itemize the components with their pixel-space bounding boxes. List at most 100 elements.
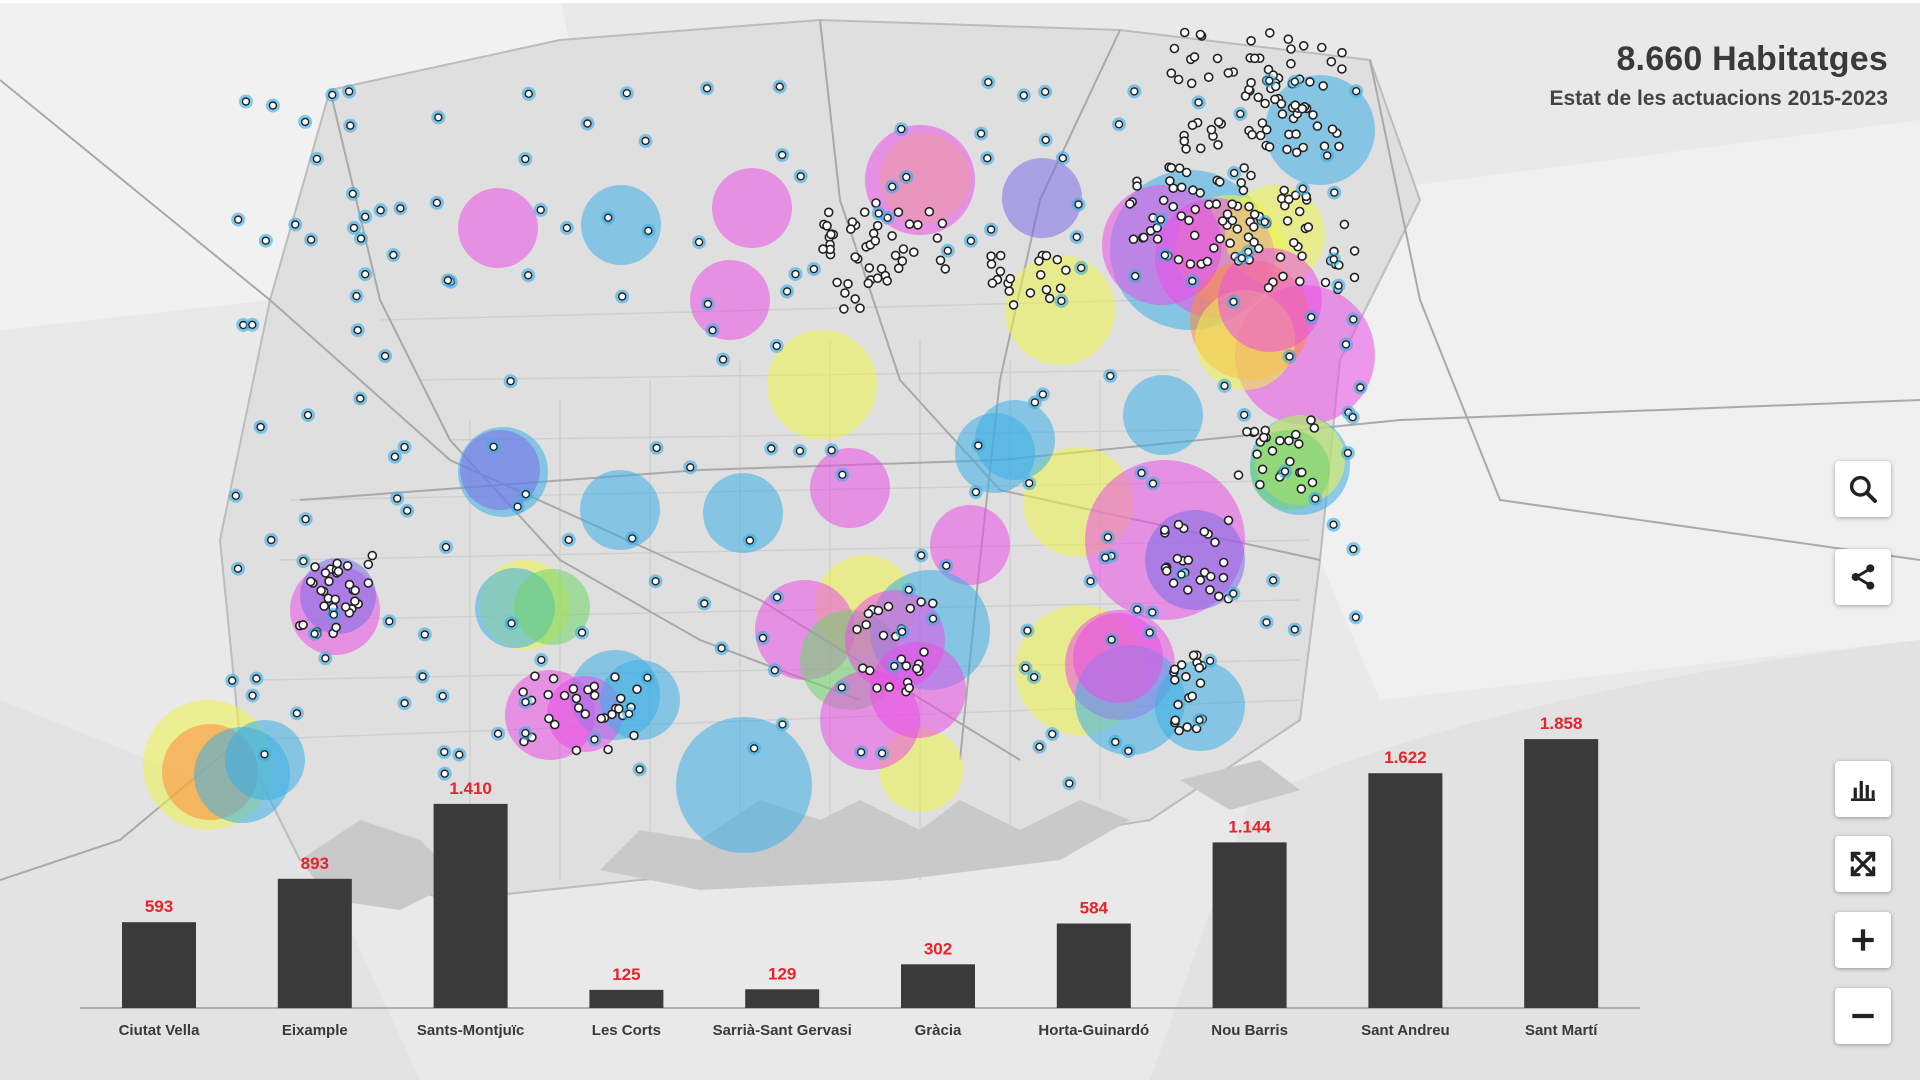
actuation-point [329, 610, 338, 619]
actuation-point [562, 223, 572, 233]
actuation-point [521, 697, 530, 707]
actuation-point [1179, 136, 1190, 146]
actuation-point [233, 215, 243, 224]
bar[interactable] [901, 964, 975, 1008]
actuation-point [1286, 44, 1296, 54]
actuation-point [346, 121, 355, 130]
actuation-point [348, 189, 357, 199]
actuation-point [1270, 94, 1280, 105]
actuation-point [1025, 288, 1036, 298]
fullscreen-button[interactable] [1835, 836, 1891, 892]
actuation-point [571, 693, 582, 704]
actuation-point [332, 558, 343, 569]
actuation-point [1183, 555, 1194, 565]
bar[interactable] [277, 878, 352, 1009]
actuation-point [1343, 448, 1353, 458]
actuation-point [1190, 204, 1201, 215]
actuation-point [1349, 315, 1358, 324]
actuation-point [927, 598, 938, 609]
bar[interactable] [745, 989, 820, 1008]
bar-category-label: Eixample [282, 1022, 348, 1039]
actuation-point [1298, 142, 1308, 153]
actuation-point [580, 709, 591, 719]
share-button[interactable] [1835, 549, 1891, 605]
actuation-point [1290, 190, 1301, 201]
actuation-point [1297, 251, 1307, 261]
actuation-point [1173, 254, 1184, 265]
zoom-out-button[interactable] [1835, 988, 1891, 1044]
actuation-point [303, 410, 313, 420]
actuation-point [843, 278, 853, 289]
actuation-point [589, 681, 600, 692]
actuation-point [1189, 52, 1200, 62]
actuation-point [1114, 120, 1124, 129]
actuation-point [772, 341, 781, 351]
bar[interactable] [589, 989, 664, 1008]
search-button[interactable] [1835, 461, 1891, 517]
actuation-point [440, 769, 449, 778]
actuation-point [1307, 477, 1318, 488]
actuation-point [1160, 250, 1170, 260]
actuation-point [376, 206, 385, 215]
actuation-point [1184, 215, 1194, 226]
actuation-point [1303, 222, 1314, 232]
actuation-point [1252, 449, 1262, 460]
actuation-point [1223, 515, 1234, 526]
actuation-point [1174, 725, 1184, 736]
bar[interactable] [1212, 842, 1287, 1008]
bar[interactable] [1056, 923, 1131, 1009]
actuation-point [493, 729, 503, 738]
actuation-point [911, 663, 922, 674]
actuation-point [1021, 663, 1030, 673]
bar[interactable] [1524, 739, 1599, 1008]
actuation-point [624, 709, 634, 718]
actuation-points-layer [225, 27, 1368, 791]
actuation-point [1156, 215, 1166, 224]
bar[interactable] [122, 922, 196, 1008]
actuation-point [1260, 98, 1270, 109]
actuation-point [1055, 283, 1066, 294]
actuation-point [1004, 286, 1015, 296]
actuation-point [767, 444, 776, 453]
actuation-point [1052, 254, 1063, 265]
actuation-point [1148, 479, 1158, 488]
actuation-point [400, 442, 409, 452]
bar[interactable] [433, 803, 508, 1008]
actuation-point [1195, 29, 1206, 40]
actuation-point [1267, 446, 1278, 456]
actuation-point [629, 730, 639, 741]
actuation-point [333, 566, 344, 577]
actuation-point [641, 136, 650, 146]
bar[interactable] [1368, 773, 1443, 1008]
actuation-point [905, 603, 916, 614]
actuation-point [248, 691, 257, 700]
actuation-point [1183, 585, 1193, 595]
actuation-point [872, 220, 883, 231]
actuation-point [1169, 43, 1180, 54]
actuation-point [995, 266, 1006, 277]
actuation-point [1349, 544, 1358, 554]
actuation-point [1172, 553, 1183, 564]
actuation-point [513, 502, 522, 511]
actuation-point [393, 494, 402, 503]
actuation-point [331, 622, 341, 633]
actuation-point [1308, 110, 1318, 120]
actuation-point [896, 654, 907, 665]
actuation-point [1174, 163, 1185, 173]
actuation-point [622, 88, 631, 98]
actuation-point [1103, 533, 1113, 542]
actuation-circle [1005, 255, 1115, 365]
actuation-point [1168, 201, 1178, 212]
actuation-point [1194, 98, 1203, 107]
actuation-point [1152, 234, 1163, 244]
actuation-point [893, 263, 904, 274]
actuation-circle [514, 569, 590, 645]
zoom-in-button[interactable] [1835, 912, 1891, 968]
chart-toggle-button[interactable] [1835, 761, 1891, 817]
actuation-point [838, 470, 847, 479]
actuation-point [1195, 678, 1206, 688]
actuation-point [890, 661, 899, 671]
actuation-point [568, 683, 579, 694]
actuation-point [1215, 177, 1225, 187]
